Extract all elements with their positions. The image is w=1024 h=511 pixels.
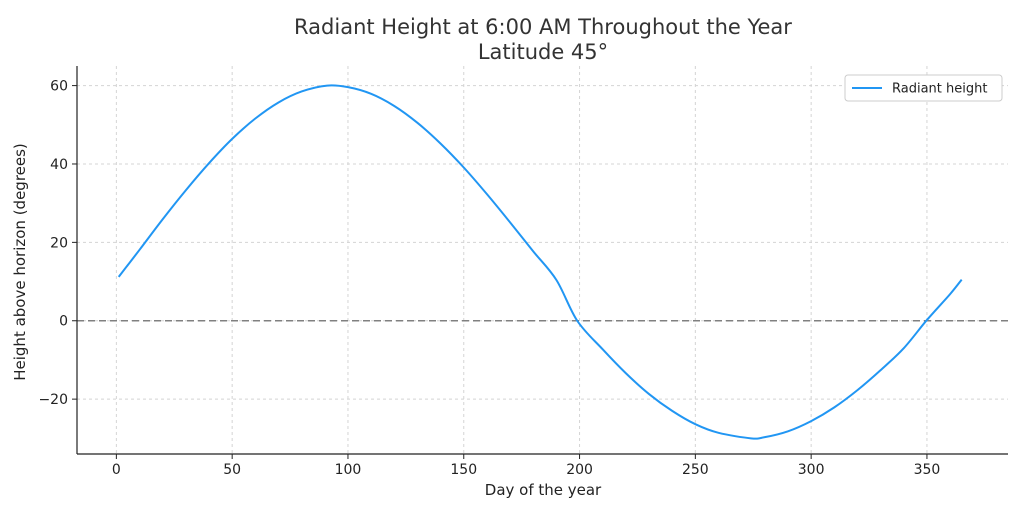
x-tick-label: 150 [450,462,477,478]
x-tick-label: 0 [112,462,121,478]
x-tick-label: 350 [914,462,941,478]
y-tick-label: 40 [50,157,68,173]
x-tick-label: 50 [223,462,241,478]
chart-title-line1: Radiant Height at 6:00 AM Throughout the… [294,15,792,39]
y-tick-label: 60 [50,79,68,95]
x-tick-label: 200 [566,462,593,478]
y-tick-label: 20 [50,235,68,251]
x-tick-label: 250 [682,462,709,478]
y-tick-label: 0 [59,314,68,330]
axes [76,66,1008,455]
x-axis-label: Day of the year [485,481,602,499]
x-tick-label: 300 [798,462,825,478]
legend-box [844,74,1003,102]
legend: Radiant height [844,74,1003,102]
y-axis-label: Height above horizon (degrees) [11,143,29,381]
x-tick-label: 100 [335,462,362,478]
series-line-radiant-height [117,84,963,440]
series-layer [117,84,963,440]
chart-title-line2: Latitude 45° [478,40,608,64]
legend-entry-label: Radiant height [892,82,987,97]
y-tick-label: −20 [38,392,68,408]
grid [77,66,1008,454]
